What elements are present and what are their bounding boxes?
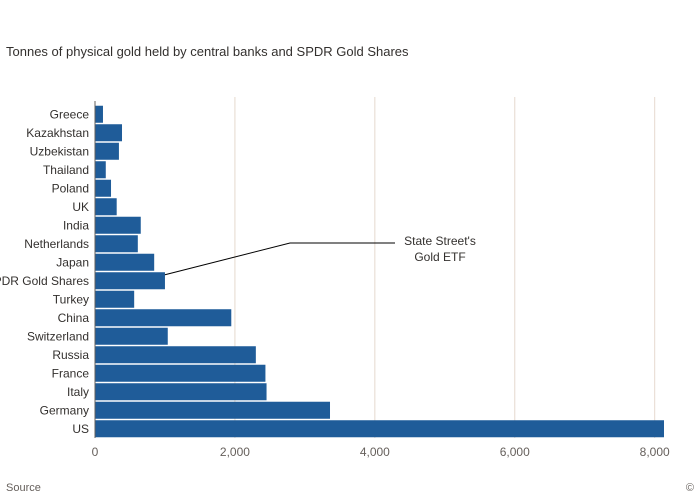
bar-15 xyxy=(95,383,267,401)
category-label-16: Germany xyxy=(40,403,89,417)
bar-3 xyxy=(95,161,106,179)
category-label-2: Uzbekistan xyxy=(30,144,89,158)
bar-7 xyxy=(95,235,138,253)
category-label-11: China xyxy=(58,311,90,325)
bar-6 xyxy=(95,216,141,234)
category-label-5: UK xyxy=(72,200,89,214)
x-tick-label-0: 0 xyxy=(92,445,99,459)
category-label-15: Italy xyxy=(67,385,89,399)
category-label-12: Switzerland xyxy=(27,329,89,343)
x-tick-label-2: 4,000 xyxy=(360,445,390,459)
bar-12 xyxy=(95,327,168,345)
source-note: Source xyxy=(6,482,41,494)
bar-14 xyxy=(95,364,266,382)
bar-4 xyxy=(95,179,112,197)
bar-11 xyxy=(95,309,232,327)
category-label-6: India xyxy=(63,218,89,232)
category-label-1: Kazakhstan xyxy=(26,126,89,140)
x-tick-label-4: 8,000 xyxy=(640,445,670,459)
chart-title: Tonnes of physical gold held by central … xyxy=(6,44,409,59)
bar-0 xyxy=(95,105,103,123)
category-label-0: Greece xyxy=(50,107,90,121)
category-label-7: Netherlands xyxy=(24,237,89,251)
bar-8 xyxy=(95,253,155,271)
annotation-line-1: State Street's xyxy=(404,234,476,248)
category-label-8: Japan xyxy=(56,255,89,269)
bar-16 xyxy=(95,401,331,419)
category-label-4: Poland xyxy=(52,181,89,195)
category-label-10: Turkey xyxy=(53,292,89,306)
bar-2 xyxy=(95,142,119,160)
x-tick-label-3: 6,000 xyxy=(500,445,530,459)
category-label-17: US xyxy=(72,422,89,436)
annotation-leader-line xyxy=(164,242,395,276)
category-label-13: Russia xyxy=(52,348,89,362)
category-label-3: Thailand xyxy=(43,163,89,177)
bar-10 xyxy=(95,290,135,308)
category-label-9: SPDR Gold Shares xyxy=(0,274,89,288)
bar-5 xyxy=(95,198,117,216)
bar-17 xyxy=(95,420,664,438)
bar-13 xyxy=(95,346,256,364)
category-label-14: France xyxy=(52,366,90,380)
bar-9 xyxy=(95,272,165,290)
annotation-line-2: Gold ETF xyxy=(414,250,465,264)
corner-mark: © xyxy=(685,482,694,494)
x-tick-label-1: 2,000 xyxy=(220,445,250,459)
bar-1 xyxy=(95,124,123,142)
